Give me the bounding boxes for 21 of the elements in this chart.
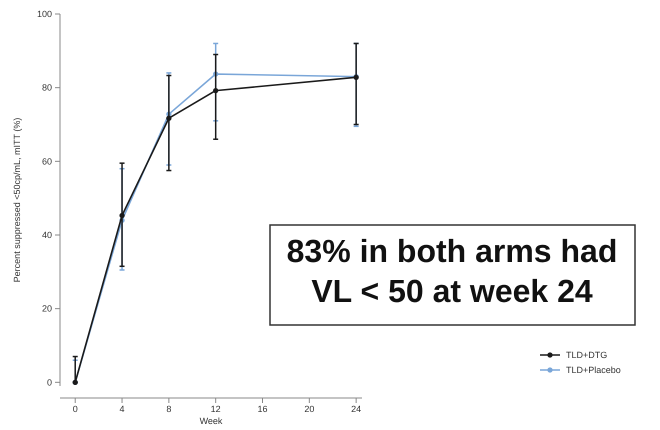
point	[119, 212, 125, 218]
y-tick-label: 40	[42, 230, 52, 240]
legend-label: TLD+Placebo	[566, 365, 621, 375]
y-tick-label: 60	[42, 156, 52, 166]
x-tick-label: 4	[120, 404, 125, 414]
x-tick-label: 8	[166, 404, 172, 414]
x-tick-label: 24	[351, 404, 362, 414]
y-axis-title: Percent suppressed <50cp/mL, mITT (%)	[12, 118, 22, 282]
point	[166, 116, 172, 121]
y-tick-label: 80	[42, 82, 52, 93]
x-axis-title: Week	[200, 416, 223, 426]
x-tick-label: 0	[72, 404, 78, 414]
x-tick-label: 12	[210, 404, 221, 414]
x-tick-label: 20	[304, 404, 314, 414]
annotation: 83% in both arms had VL < 50 at week 24	[286, 233, 618, 309]
point	[213, 88, 218, 94]
y-tick-label: 100	[36, 9, 52, 19]
legend-label: TLD+DTG	[566, 350, 608, 360]
y-tick-label: 0	[46, 377, 52, 388]
x-tick-label: 16	[257, 404, 268, 414]
y-tick-label: 20	[42, 304, 52, 314]
